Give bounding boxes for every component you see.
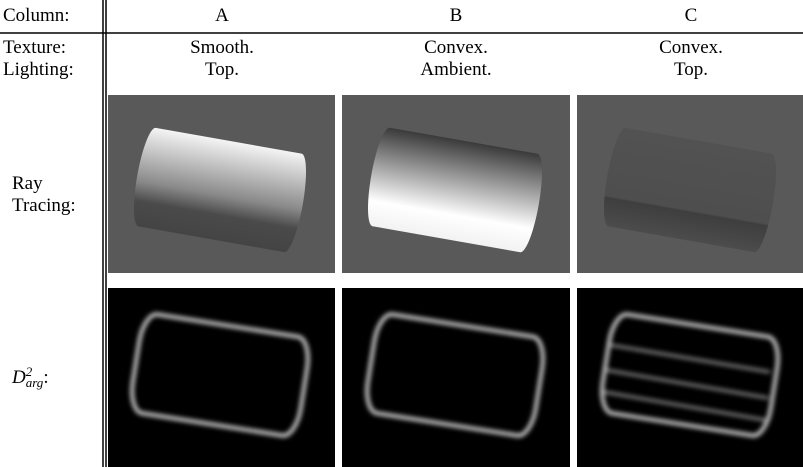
cell: Convex. [577, 37, 803, 59]
row-label: Texture: [3, 37, 66, 59]
ray-tracing-images [108, 95, 803, 273]
row-label: Lighting: [3, 59, 74, 81]
math-base: D [12, 367, 26, 388]
header-label: Column: [3, 5, 70, 27]
d-arg-images [108, 288, 803, 467]
row-label: Ray Tracing: [12, 173, 92, 217]
math-suffix: : [43, 367, 48, 388]
column-header: C [577, 5, 803, 27]
cell: Top. [108, 59, 336, 81]
column-header: A [108, 5, 336, 27]
figure: Column: A B C Texture: Smooth. Convex. C… [0, 0, 803, 467]
math-sub: arg [26, 377, 44, 388]
cell: Convex. [342, 37, 570, 59]
column-header: B [342, 5, 570, 27]
cell: Ambient. [342, 59, 570, 81]
cell: Top. [577, 59, 803, 81]
cell: Smooth. [108, 37, 336, 59]
